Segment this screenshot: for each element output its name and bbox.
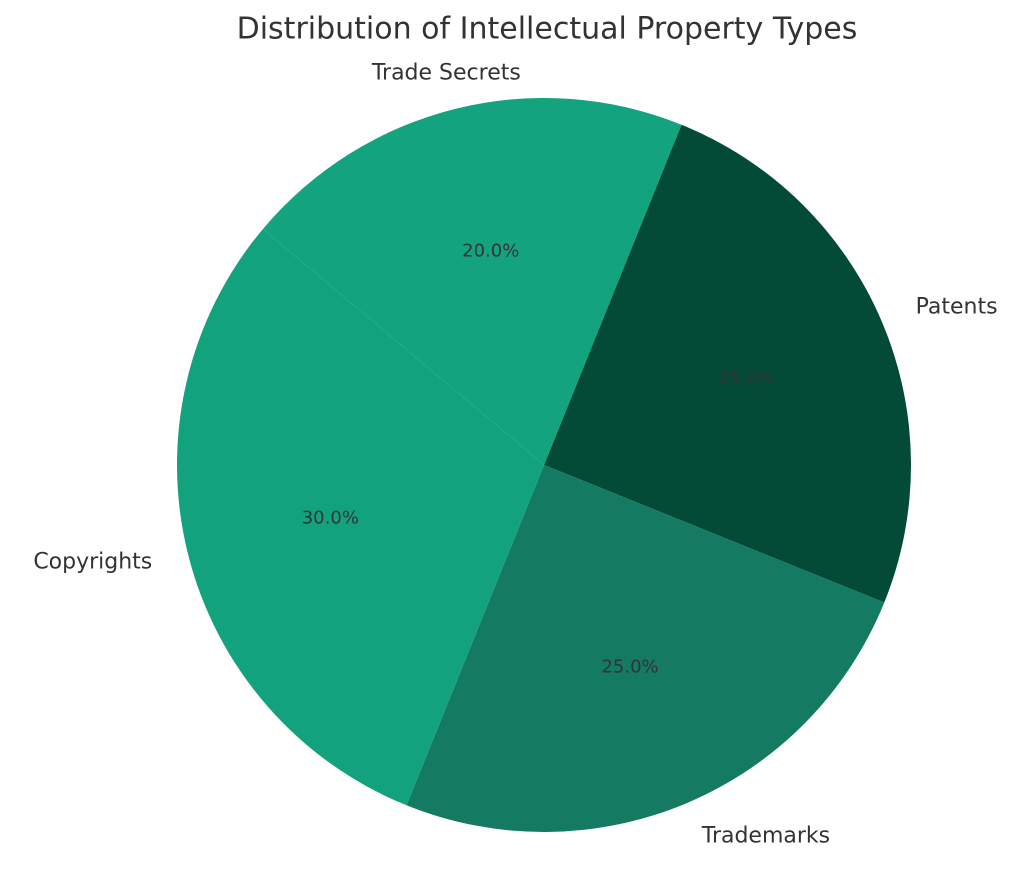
slice-name-label: Trade Secrets: [371, 60, 521, 85]
slice-name-label: Copyrights: [33, 550, 152, 575]
slice-percent-label: 25.0%: [601, 657, 658, 678]
chart-title: Distribution of Intellectual Property Ty…: [237, 12, 858, 47]
slice-percent-label: 30.0%: [302, 507, 359, 528]
slice-percent-label: 25.0%: [718, 368, 775, 389]
slice-name-label: Patents: [916, 294, 998, 319]
pie-slice: [544, 124, 911, 603]
pie-slice: [406, 465, 885, 832]
slice-name-label: Trademarks: [701, 824, 830, 849]
slice-percent-label: 20.0%: [462, 240, 519, 261]
pie-slice: [176, 229, 545, 806]
pie-slice: [262, 98, 682, 466]
